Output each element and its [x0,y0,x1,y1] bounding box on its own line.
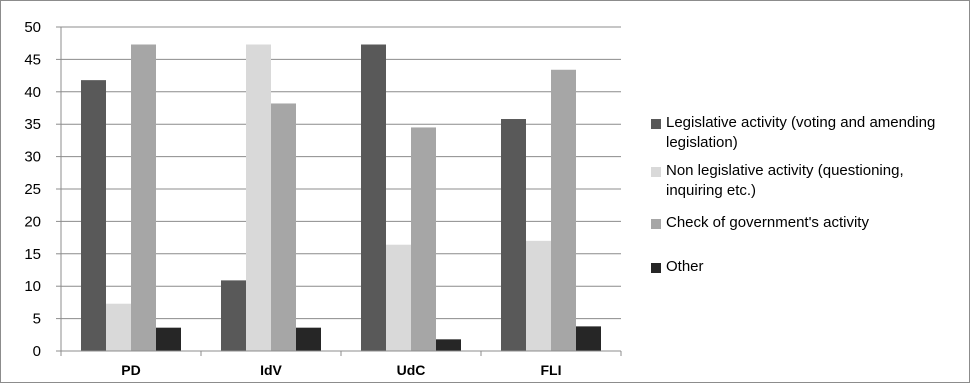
x-axis-category-labels: PD IdV UdC FLI [121,362,561,378]
bar [296,327,321,351]
y-tick-label: 45 [24,51,41,68]
x-category-label: PD [121,362,140,378]
y-tick-label: 25 [24,181,41,198]
y-tick-label: 30 [24,149,41,166]
bar [576,326,601,351]
bar [526,240,551,351]
bar [221,280,246,351]
legend-swatch [651,119,661,129]
x-category-label: FLI [541,362,562,378]
legend-item-other: Other [651,257,961,277]
bar [271,103,296,352]
y-tick-label: 35 [24,116,41,133]
bar [501,119,526,352]
x-category-label: UdC [397,362,426,378]
legend-label: Check of government's activity [666,214,869,231]
y-tick-label: 40 [24,84,41,101]
bar [156,327,181,351]
y-tick-label: 50 [24,19,41,36]
bar [246,44,271,351]
y-axis-tick-labels: 0 5 10 15 20 25 30 35 40 45 50 [24,19,41,360]
bar [386,244,411,351]
legend-item-check-government: Check of government's activity [651,213,961,233]
legend-swatch [651,219,661,229]
bar [131,44,156,351]
legend-swatch [651,167,661,177]
bar [81,80,106,352]
axes [56,26,622,356]
y-tick-label: 20 [24,213,41,230]
bar [106,303,131,351]
y-tick-label: 10 [24,278,41,295]
legend-item-non-legislative: Non legislative activity (questioning, i… [651,161,961,201]
bars [81,44,601,352]
x-category-label: IdV [260,362,282,378]
legend-label: Non legislative activity (questioning, i… [666,162,904,199]
legend-label: Legislative activity (voting and amendin… [666,114,936,151]
y-tick-label: 0 [33,343,41,360]
legend-item-legislative: Legislative activity (voting and amendin… [651,113,961,153]
y-tick-label: 5 [33,311,41,328]
bar [411,127,436,351]
bar [361,44,386,351]
bar [436,339,461,351]
legend: Legislative activity (voting and amendin… [651,113,961,285]
bar [551,69,576,351]
legend-label: Other [666,258,704,275]
legend-swatch [651,263,661,273]
y-tick-label: 15 [24,246,41,263]
